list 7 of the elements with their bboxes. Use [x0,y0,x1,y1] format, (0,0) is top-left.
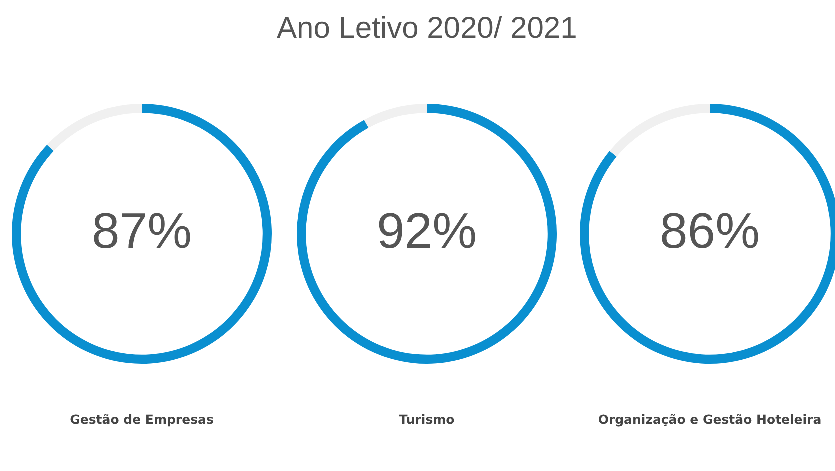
text: Turismo [398,411,456,429]
data-label: 87% [92,202,192,259]
text: Organização e Gestão Hoteleira [597,411,823,429]
chart-title: Ano Letivo 2020/ 2021 [277,12,578,46]
data-label: 86% [660,202,760,259]
text: Gestão de Empresas [69,411,215,429]
data-label: 92% [376,202,478,259]
